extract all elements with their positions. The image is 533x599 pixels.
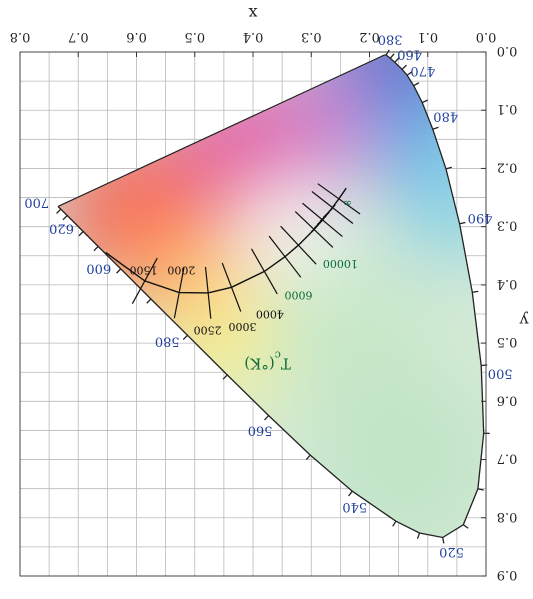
wavelength-tick (182, 334, 188, 341)
wavelength-tick (56, 208, 62, 214)
isotherm-label: 6000 (284, 288, 312, 301)
isotherm-line (221, 262, 242, 312)
y-axis-label: y (519, 311, 529, 330)
isotherm-line (250, 248, 278, 295)
y-tick-label: 0.1 (497, 101, 518, 116)
wavelength-label: 470 (410, 63, 435, 78)
isotherm-line (204, 266, 212, 319)
wavelength-tick (442, 537, 445, 544)
x-tick-label: 0.6 (126, 29, 147, 44)
wavelength-label: 580 (155, 334, 180, 349)
y-tick-label: 0.8 (497, 509, 518, 524)
wavelength-tick (472, 290, 479, 293)
isotherm-label: ∞ (343, 196, 352, 209)
isotherm-line (131, 257, 158, 304)
x-tick-label: 0.7 (68, 29, 89, 44)
wavelength-tick (392, 520, 397, 527)
spectral-locus (56, 49, 490, 544)
y-tick-label: 0.7 (497, 451, 518, 466)
y-tick-label: 0.3 (497, 218, 518, 233)
isotherm-label: 10000 (323, 257, 358, 270)
isotherm-line (280, 225, 317, 265)
wavelength-tick (477, 488, 484, 491)
x-tick-label: 0.2 (359, 29, 380, 44)
wavelength-label: 480 (433, 108, 458, 123)
wavelength-tick (406, 71, 413, 76)
wavelength-tick (394, 57, 400, 63)
axes: 0.0 0.1 0.2 0.3 0.4 0.5 0.6 0.7 0.8 0.0 0.1 0.2 0.3 0… (10, 4, 530, 582)
tc-label-sub: c (275, 349, 281, 362)
color-spot (314, 369, 484, 538)
isotherm-label: 3000 (229, 320, 257, 333)
y-tick-label: 0.4 (497, 276, 518, 291)
planckian-locus (105, 183, 361, 319)
gamut-fill (58, 54, 484, 538)
y-tick-label: 0.9 (497, 567, 518, 582)
wavelength-label: 500 (488, 366, 513, 381)
wavelength-tick (93, 246, 99, 252)
tc-label: Tc(°K) (244, 349, 291, 373)
wavelength-tick (413, 82, 420, 87)
tc-label-suffix: (°K) (244, 354, 274, 372)
wavelength-tick (305, 454, 311, 460)
wavelength-tick (146, 298, 152, 304)
x-tick-label: 0.5 (184, 29, 205, 44)
isotherm-minor (322, 204, 336, 218)
wavelength-tick (264, 415, 270, 421)
isotherm-label: 2500 (194, 323, 222, 336)
wavelength-tick (116, 268, 122, 274)
wavelength-tick (445, 166, 452, 170)
isotherm-label: 1500 (129, 263, 157, 276)
wavelength-tick (348, 490, 353, 497)
wavelength-label: 520 (439, 544, 464, 559)
isotherm-line (173, 266, 185, 319)
wavelength-label: 460 (397, 46, 422, 61)
y-tick-label: 0.5 (497, 334, 518, 349)
y-tick-label: 0.2 (497, 159, 518, 174)
isotherm-label: 2000 (167, 263, 195, 276)
wavelength-tick (416, 532, 421, 539)
x-tick-label: 0.8 (10, 29, 31, 44)
isotherm-label: 4000 (256, 308, 284, 321)
wavelength-tick (459, 221, 466, 225)
wavelength-label: 620 (49, 221, 74, 236)
y-tick-label: 0.6 (497, 392, 518, 407)
x-tick-label: 0.3 (301, 29, 322, 44)
x-tick-label: 0.0 (476, 29, 497, 44)
wavelength-tick (222, 374, 228, 380)
wavelength-tick (432, 126, 439, 130)
wavelength-tick (389, 53, 395, 59)
wavelength-label: 700 (24, 195, 49, 210)
wavelength-tick (62, 215, 68, 221)
wavelength-label: 600 (86, 260, 111, 275)
wavelength-tick (421, 99, 428, 104)
wavelength-tick (462, 524, 469, 529)
isotherm-line (268, 235, 302, 278)
isotherm-line (317, 183, 361, 215)
tc-label-main: T (281, 354, 291, 372)
wavelength-tick (78, 231, 84, 237)
wavelength-label: 560 (248, 422, 273, 437)
purple-line (57, 54, 385, 208)
x-axis-label: x (248, 4, 257, 23)
x-tick-label: 0.4 (243, 29, 264, 44)
y-tick-label: 0.0 (497, 43, 518, 58)
wavelength-tick (401, 64, 407, 70)
wavelength-label: 490 (468, 210, 493, 225)
x-tick-label: 0.1 (417, 29, 438, 44)
wavelength-label: 380 (378, 31, 403, 46)
color-spot (396, 148, 484, 259)
wavelength-label: 540 (342, 499, 367, 514)
